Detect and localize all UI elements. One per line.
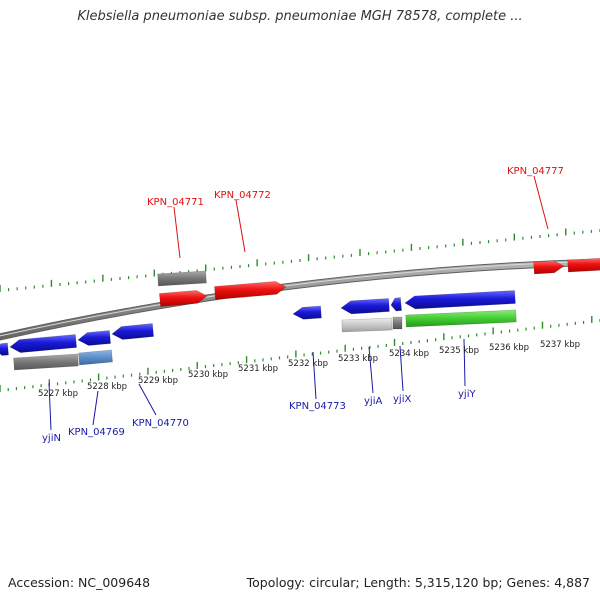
scale-label: 5237 kbp: [540, 340, 580, 350]
scale-label: 5231 kbp: [238, 364, 278, 374]
scale-label: 5233 kbp: [338, 354, 378, 364]
leader-line: [368, 346, 374, 394]
gene-left-edge: [0, 342, 9, 356]
gene-label[interactable]: KPN_04777: [507, 166, 564, 177]
gene-kpn-04772: [214, 281, 287, 300]
gene-label[interactable]: yjiN: [42, 433, 61, 444]
scale-label: 5232 kbp: [288, 359, 328, 369]
text-layer: 5227 kbp 5228 kbp 5229 kbp 5230 kbp 5231 kbp…: [38, 166, 580, 444]
gene-label[interactable]: yjiA: [364, 396, 382, 407]
gene-yjin-pseudo: [13, 353, 79, 371]
leader-line: [92, 390, 99, 426]
gene-kpn-04777-a: [533, 260, 565, 275]
gene-yjix: [390, 297, 402, 312]
accession-text: Accession: NC_009648: [8, 575, 151, 590]
gene-kpn-04773: [292, 305, 322, 320]
leader-line: [463, 338, 466, 387]
gene-kpn-04769-a: [77, 330, 111, 346]
scale-label: 5235 kbp: [439, 346, 479, 356]
backbone-highlight: [0, 260, 600, 337]
map-title: Klebsiella pneumoniae subsp. pneumoniae …: [77, 9, 523, 24]
scale-label: 5236 kbp: [489, 343, 529, 353]
leader-line: [48, 382, 52, 431]
gene-label[interactable]: KPN_04773: [289, 401, 346, 412]
backbone-line: [0, 259, 600, 340]
gene-label[interactable]: yjiX: [393, 394, 411, 405]
scale-label: 5227 kbp: [38, 389, 78, 399]
leader-line: [533, 175, 549, 230]
gene-label[interactable]: KPN_04769: [68, 427, 125, 438]
leader-line: [312, 351, 317, 400]
leader-line: [173, 206, 181, 259]
leader-line: [399, 345, 404, 392]
gene-yjiy-rna: [405, 309, 517, 328]
gene-label[interactable]: KPN_04770: [132, 418, 189, 429]
gene-yjix-feature: [392, 316, 403, 330]
scale-label: 5228 kbp: [87, 382, 127, 392]
leader-line: [235, 199, 246, 253]
scale-label: 5229 kbp: [138, 376, 178, 386]
gene-layer: [0, 257, 600, 371]
gene-yjia-feature: [341, 317, 393, 333]
gene-label[interactable]: KPN_04772: [214, 190, 271, 201]
leader-line: [138, 383, 157, 416]
gene-kpn-04771: [159, 290, 208, 307]
gene-label[interactable]: KPN_04771: [147, 197, 204, 208]
gene-yjia: [340, 298, 390, 315]
gene-kpn-04777-b: [567, 257, 600, 273]
backbone-layer: [0, 258, 600, 341]
gene-kpn-04770: [111, 323, 154, 340]
scale-label: 5234 kbp: [389, 349, 429, 359]
leader-layer: [48, 175, 549, 431]
gene-kpn-04771-pseudo: [157, 270, 207, 287]
scale-label: 5230 kbp: [188, 370, 228, 380]
gene-yjin: [9, 334, 77, 353]
gene-yjiy: [404, 290, 516, 310]
genome-summary-text: Topology: circular; Length: 5,315,120 bp…: [246, 575, 590, 590]
gene-kpn-04769-feature: [78, 349, 113, 366]
gene-label[interactable]: yjiY: [458, 389, 476, 400]
